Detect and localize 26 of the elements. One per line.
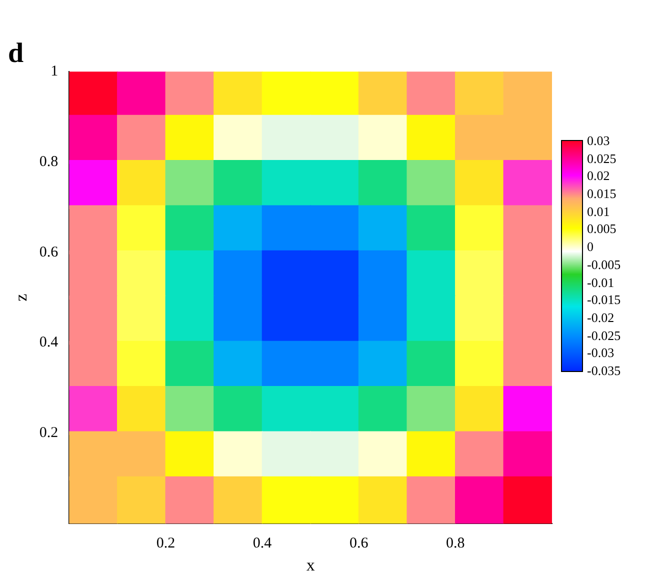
chart-title: d — [8, 38, 24, 70]
color-bar-label: -0.01 — [587, 274, 614, 290]
color-bar-label: 0.005 — [587, 221, 616, 236]
y-tick-label: 0.2 — [39, 425, 58, 442]
x-tick-label: 0.8 — [446, 536, 465, 552]
y-tick-label: 1 — [50, 64, 58, 80]
color-bar-label: -0.02 — [587, 310, 614, 325]
color-bar-label: -0.005 — [587, 256, 621, 272]
y-tick-label: 0.8 — [39, 154, 58, 170]
y-axis-title: z — [12, 293, 31, 302]
color-bar-label: 0.025 — [587, 150, 616, 166]
x-tick-label: 0.2 — [156, 536, 176, 552]
color-bar-label: -0.03 — [587, 345, 614, 360]
color-bar-label: 0.015 — [587, 186, 616, 202]
x-axis-title: x — [306, 555, 316, 574]
color-bar-label: 0.03 — [587, 133, 610, 148]
y-tick-label: 0.6 — [39, 244, 59, 260]
x-tick-label: 0.4 — [252, 536, 272, 552]
color-bar-label: 0 — [587, 239, 594, 254]
x-tick-label: 0.6 — [349, 536, 369, 552]
y-tick-label: 0.4 — [39, 334, 59, 351]
color-bar-label: 0.01 — [587, 204, 610, 219]
color-bar-label: -0.035 — [587, 363, 621, 378]
color-bar-label: -0.015 — [587, 292, 621, 308]
color-bar-label: -0.025 — [587, 328, 621, 343]
color-bar-label: 0.02 — [587, 168, 610, 184]
